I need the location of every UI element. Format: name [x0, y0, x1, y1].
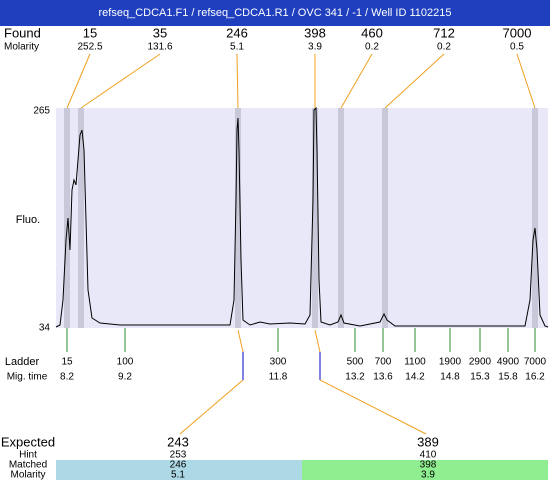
title-bar — [0, 0, 550, 26]
ladder-size: 1100 — [404, 357, 426, 368]
molarity-row-label: Molarity — [10, 470, 45, 480]
molarity: 3.9 — [421, 470, 435, 480]
matched: 246 — [170, 460, 187, 471]
found-molarity: 3.9 — [308, 42, 322, 53]
found-size: 712 — [433, 25, 455, 40]
ladder-size: 700 — [375, 357, 392, 368]
ladder-time: 13.2 — [345, 372, 365, 383]
ladder-size: 500 — [347, 357, 364, 368]
ladder-size: 100 — [117, 357, 134, 368]
found-molarity: 252.5 — [77, 42, 102, 53]
y-bottom-label: 34 — [39, 323, 51, 334]
found-size: 15 — [83, 25, 97, 40]
ladder-size: 2900 — [469, 357, 492, 368]
ladder-time: 14.2 — [405, 372, 425, 383]
found-size: 35 — [153, 25, 167, 40]
matched: 398 — [420, 460, 437, 471]
ladder-time: 9.2 — [118, 372, 132, 383]
molarity: 5.1 — [171, 470, 185, 480]
y-top-label: 265 — [33, 106, 50, 117]
found-molarity: 0.5 — [510, 42, 524, 53]
peak-link — [80, 53, 161, 109]
ladder-size: 4900 — [497, 357, 520, 368]
link — [179, 379, 244, 435]
peak-link — [236, 53, 239, 109]
y-axis-label: Fluo. — [16, 214, 40, 226]
peak-band — [235, 108, 241, 328]
trace — [55, 106, 549, 328]
ladder-size: 300 — [270, 357, 287, 368]
mig-time-label: Mig. time — [7, 372, 48, 383]
peak-band — [312, 108, 318, 328]
peak-band — [64, 108, 70, 328]
peak-band — [338, 108, 344, 328]
found-molarity: 5.1 — [230, 42, 244, 53]
peak-band — [382, 108, 388, 328]
expected-size: 389 — [417, 434, 439, 449]
peak-link — [384, 53, 445, 109]
hint: 410 — [420, 450, 437, 461]
link — [237, 329, 244, 353]
matched-label: Matched — [9, 460, 47, 471]
matched-band — [302, 460, 548, 480]
peak-markers — [64, 108, 538, 328]
hint-label: Hint — [19, 450, 37, 461]
found-size: 398 — [304, 25, 326, 40]
link — [319, 379, 427, 435]
matched-band — [56, 460, 302, 480]
peak-band — [532, 108, 538, 328]
ladder-label: Ladder — [5, 356, 40, 368]
ladder-time: 16.2 — [525, 372, 545, 383]
found-label: Found — [4, 25, 41, 40]
ladder-time: 13.6 — [373, 372, 393, 383]
found-molarity: 131.6 — [147, 42, 172, 53]
ladder-time: 11.8 — [269, 372, 288, 383]
found-molarity: 0.2 — [365, 42, 379, 53]
found-molarity: 0.2 — [437, 42, 451, 53]
ladder-time: 8.2 — [60, 372, 74, 383]
plot-area — [56, 108, 548, 328]
hint: 253 — [170, 450, 187, 461]
found-size: 7000 — [503, 25, 532, 40]
ladder-time: 15.3 — [470, 372, 490, 383]
title: refseq_CDCA1.F1 / refseq_CDCA1.R1 / OVC … — [99, 7, 452, 19]
expected-size: 243 — [167, 434, 189, 449]
peak-link — [516, 53, 536, 109]
expected-label: Expected — [1, 434, 55, 449]
peak-link — [66, 53, 91, 109]
found-size: 246 — [226, 25, 248, 40]
ladder-time: 15.8 — [498, 372, 518, 383]
ladder-size: 1900 — [439, 357, 462, 368]
ladder-size: 15 — [61, 357, 73, 368]
found-size: 460 — [361, 25, 383, 40]
link — [314, 329, 321, 353]
peak-band — [78, 108, 84, 328]
peak-link — [340, 53, 373, 109]
ladder-size: 7000 — [524, 357, 547, 368]
molarity-label: Molarity — [4, 42, 39, 53]
ladder-time: 14.8 — [440, 372, 460, 383]
